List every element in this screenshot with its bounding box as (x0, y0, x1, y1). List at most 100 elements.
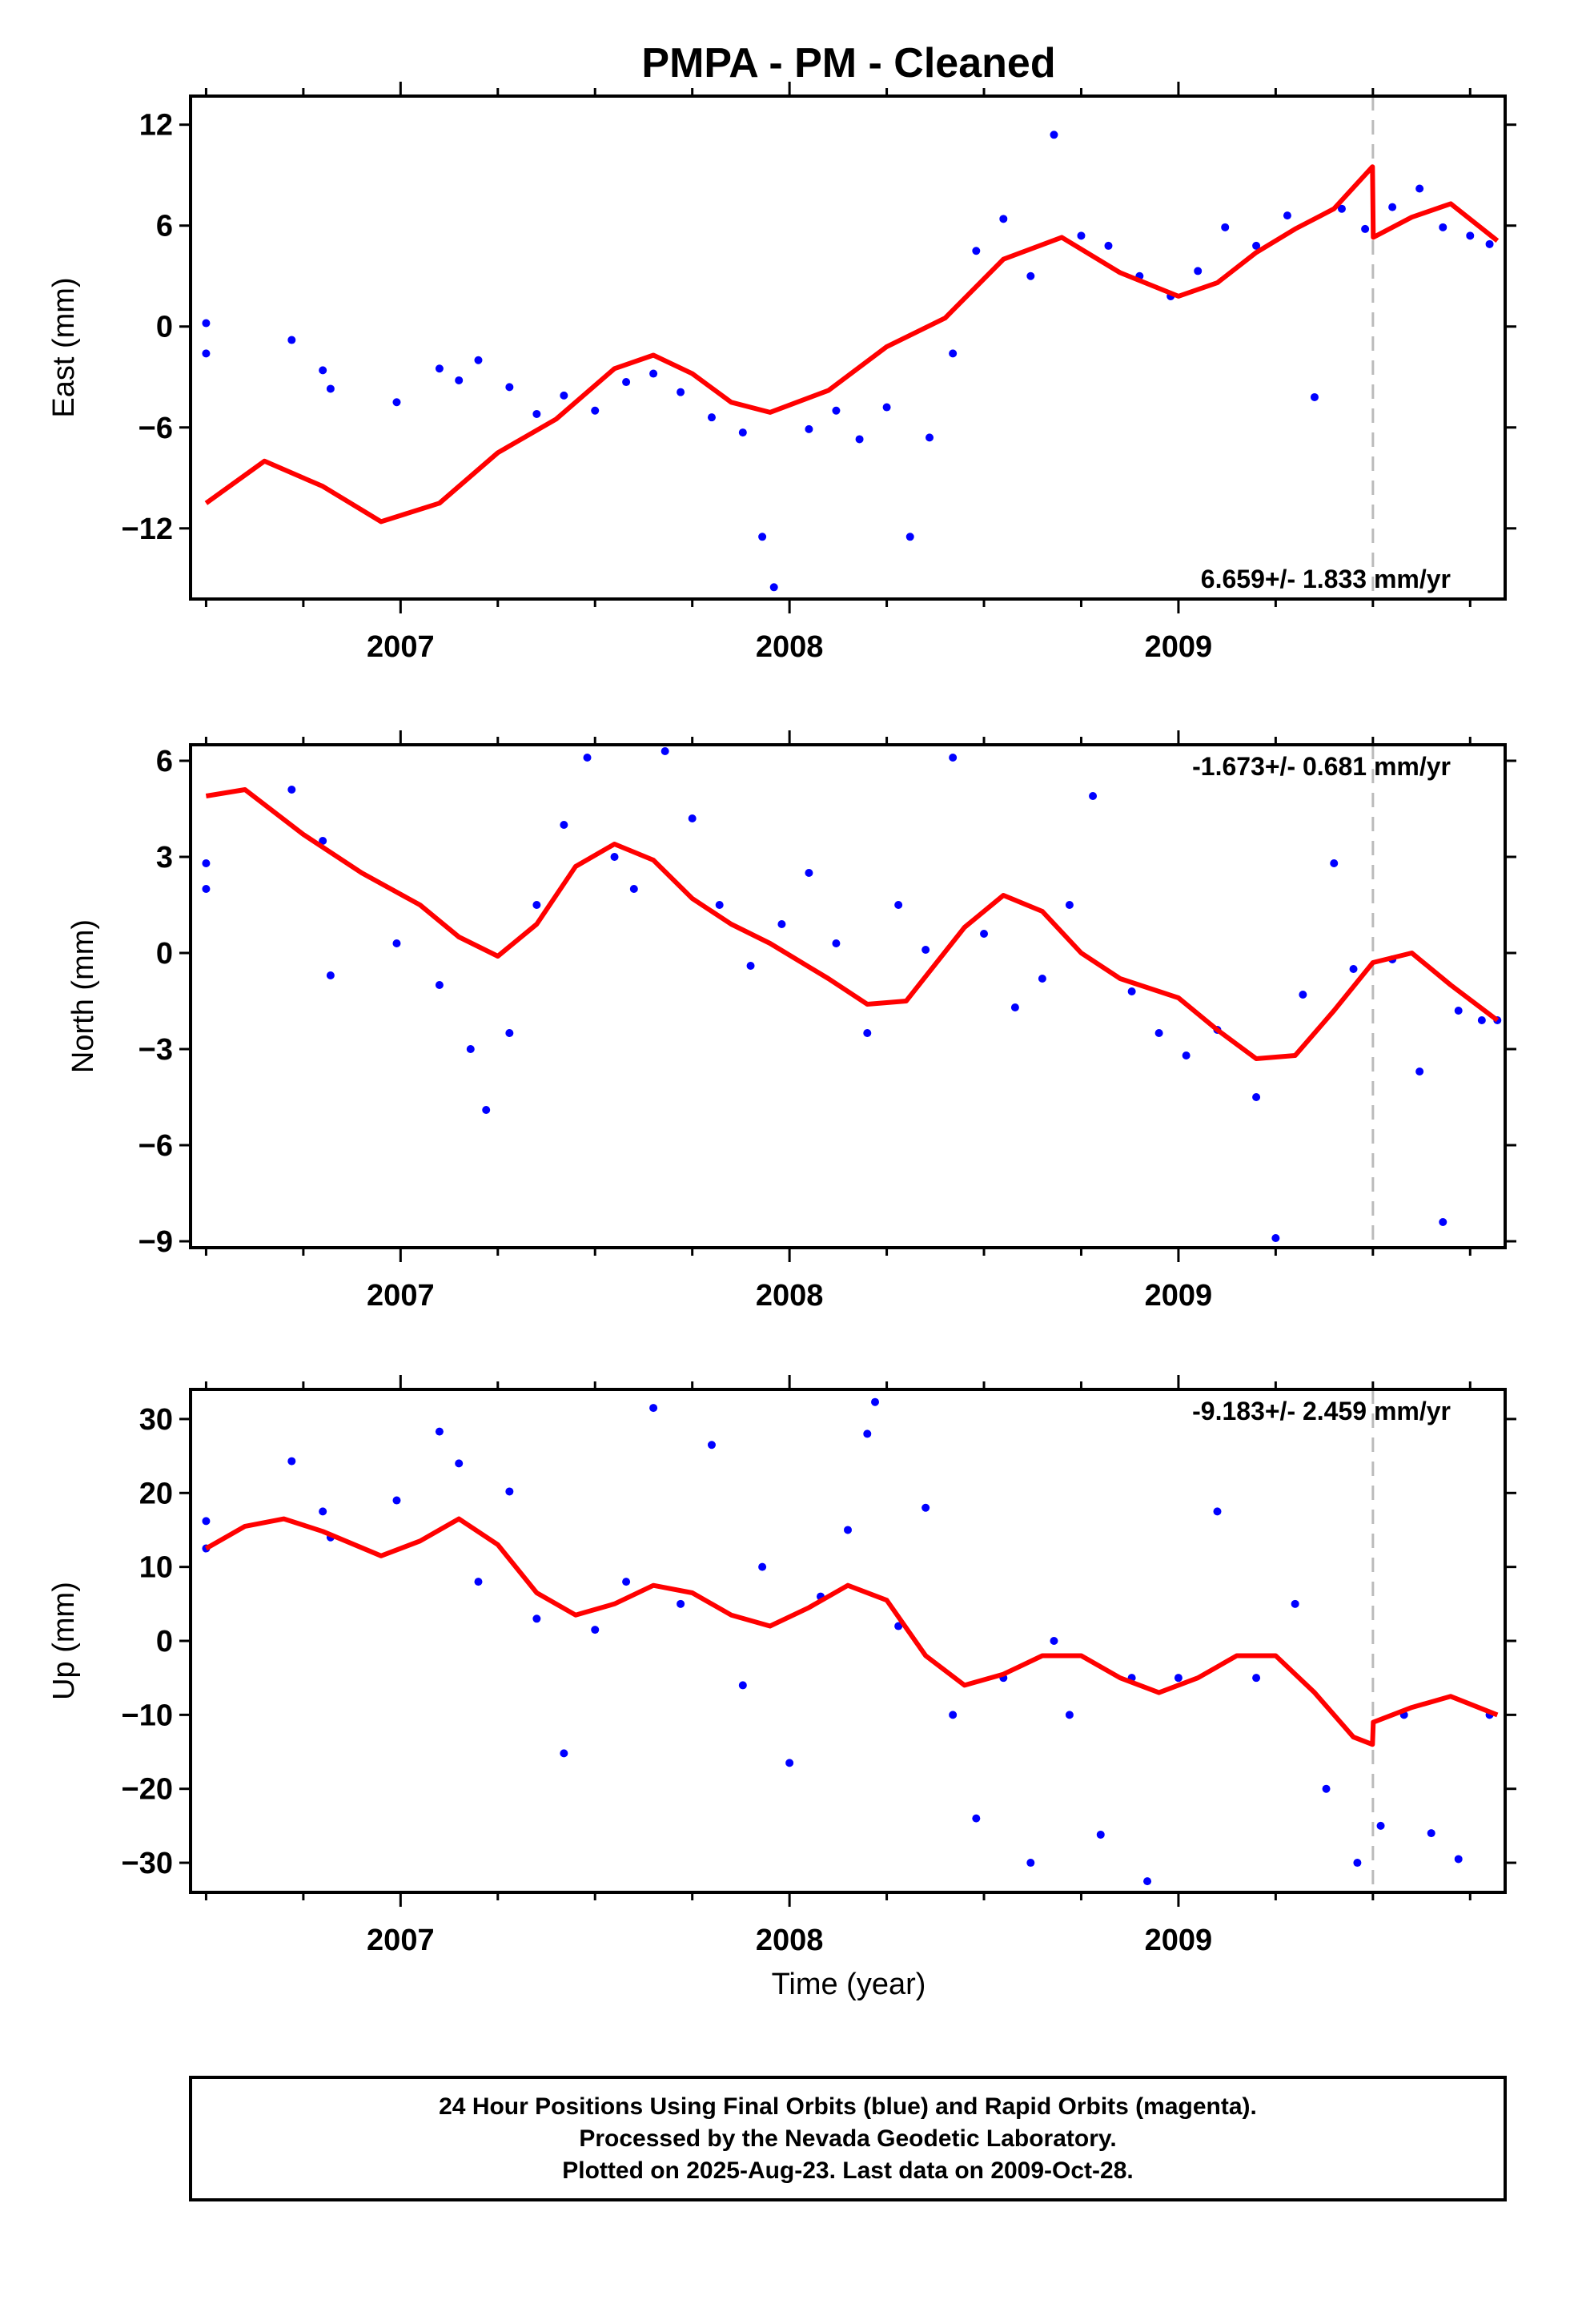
data-point (871, 1397, 880, 1406)
data-point (1221, 223, 1230, 231)
data-point (688, 814, 697, 822)
data-point (1415, 1068, 1424, 1076)
data-point (435, 981, 444, 989)
data-point (202, 885, 211, 893)
data-point (1361, 224, 1370, 233)
data-point (1415, 184, 1424, 193)
data-point (777, 920, 786, 928)
data-point (1252, 1674, 1261, 1683)
data-point (1089, 792, 1098, 800)
data-point (1252, 241, 1261, 250)
rate-label: -1.673+/- 0.681 mm/yr (1192, 752, 1451, 781)
data-point (805, 424, 813, 433)
data-point (1050, 1637, 1058, 1645)
data-point (1104, 241, 1113, 250)
x-tick-label: 2009 (1145, 630, 1213, 664)
data-point (707, 413, 716, 422)
data-point (326, 971, 335, 979)
data-point (583, 754, 592, 762)
footer-line-1: 24 Hour Positions Using Final Orbits (bl… (439, 2093, 1257, 2120)
x-tick-label: 2007 (367, 630, 435, 664)
data-point (505, 1029, 514, 1037)
data-point (1026, 1859, 1035, 1868)
data-point (202, 349, 211, 358)
data-point (435, 364, 444, 373)
east-panel: 12 6 0 −6 −12 2007 2008 2009 East (mm) 6.659+/- 1… (47, 82, 1516, 664)
footer-line-2: Processed by the Nevada Geodetic Laborat… (579, 2125, 1116, 2152)
data-point (1143, 1877, 1152, 1886)
y-axis-label: East (mm) (47, 277, 81, 417)
data-point (715, 901, 724, 909)
data-point (769, 583, 778, 592)
data-point (1427, 1829, 1435, 1838)
data-point (921, 1503, 930, 1512)
y-axis-label: North (mm) (66, 919, 100, 1073)
data-point (287, 786, 296, 794)
data-point (1439, 223, 1447, 231)
data-point (1299, 991, 1307, 999)
north-panel: 6 3 0 −3 −6 −9 2007 2008 2009 North (mm) -1.673+/-… (66, 730, 1516, 1313)
data-point (1174, 1674, 1182, 1683)
data-point (1065, 1711, 1074, 1719)
data-point (738, 428, 747, 437)
data-point (1388, 203, 1397, 211)
data-point (532, 409, 541, 418)
data-point (326, 384, 335, 393)
data-point (746, 962, 755, 970)
data-point (466, 1045, 475, 1053)
data-point (622, 1578, 631, 1586)
data-point (1477, 1016, 1486, 1024)
data-point (622, 378, 631, 387)
data-point (392, 1496, 401, 1505)
x-axis-label: Time (year) (772, 1968, 926, 2001)
data-point (894, 901, 903, 909)
data-point (1077, 231, 1086, 240)
data-point (677, 1599, 685, 1608)
data-point (832, 406, 841, 415)
data-point (1310, 392, 1319, 401)
data-point (649, 369, 658, 378)
y-tick-label: 0 (156, 1625, 173, 1659)
data-point (1485, 239, 1494, 248)
y-tick-label: 3 (156, 841, 173, 875)
data-point (1322, 1784, 1331, 1793)
data-point (392, 398, 401, 407)
y-tick-label: 12 (139, 109, 173, 143)
x-tick-label: 2008 (756, 630, 824, 664)
data-point (1337, 204, 1346, 213)
data-point (1050, 131, 1058, 139)
y-tick-label: 0 (156, 311, 173, 344)
data-point (785, 1759, 794, 1767)
data-point (1283, 211, 1291, 220)
y-tick-label: −9 (139, 1225, 173, 1259)
x-tick-label: 2007 (367, 1279, 435, 1313)
data-point (1182, 1051, 1191, 1059)
data-point (1010, 1003, 1019, 1011)
data-point (805, 869, 813, 877)
chart-title: PMPA - PM - Cleaned (641, 40, 1055, 86)
data-point (1376, 1821, 1385, 1830)
data-point (455, 376, 464, 384)
y-tick-label: −6 (139, 1129, 173, 1163)
data-point (560, 821, 568, 829)
plot-frame (189, 743, 1507, 1249)
data-point (1154, 1029, 1163, 1037)
data-point (949, 754, 958, 762)
footer-line-3: Plotted on 2025-Aug-23. Last data on 200… (562, 2157, 1134, 2184)
data-point (921, 946, 930, 954)
y-tick-label: −12 (122, 513, 173, 546)
y-tick-label: 20 (139, 1477, 173, 1510)
footer-box: 24 Hour Positions Using Final Orbits (bl… (189, 2076, 1507, 2201)
plot-frame (189, 1388, 1507, 1894)
data-point (758, 1562, 767, 1571)
data-point (707, 1441, 716, 1449)
model-curve (205, 787, 1500, 1061)
data-point (505, 383, 514, 392)
data-point (894, 1622, 903, 1630)
rate-label: 6.659+/- 1.833 mm/yr (1201, 565, 1451, 593)
data-point (560, 391, 568, 400)
data-point (629, 885, 638, 893)
data-point (392, 939, 401, 947)
y-tick-label: 6 (156, 210, 173, 243)
data-point (855, 435, 864, 444)
